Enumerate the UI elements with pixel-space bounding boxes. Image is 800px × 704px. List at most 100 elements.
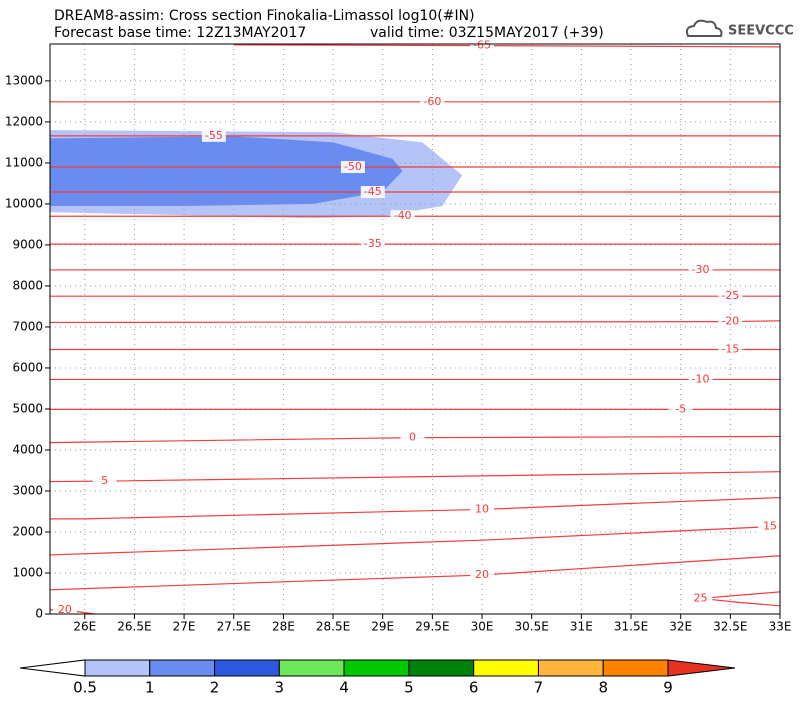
chart-title: DREAM8-assim: Cross section Finokalia-Li…	[54, 8, 475, 24]
contour-label-bg	[718, 343, 743, 356]
y-tick-label: 13000	[5, 73, 43, 87]
contour-label: -25	[721, 289, 739, 302]
colorbar-under	[19, 659, 86, 677]
contour-label-bg	[758, 520, 783, 533]
logo-icon	[685, 19, 723, 37]
contour-label-bg	[201, 129, 226, 142]
y-tick-label: 3000	[12, 483, 43, 497]
contour-label: 10	[475, 502, 489, 515]
contour-label-bg	[470, 39, 495, 52]
colorbar-label: 1	[145, 679, 155, 697]
contour-label: 15	[763, 520, 777, 533]
contour-label: -15	[721, 343, 739, 356]
colorbar-label: 6	[469, 679, 479, 697]
colorbar-segment	[343, 659, 410, 677]
x-tick-label: 26E	[73, 620, 96, 634]
contour-label-bg	[470, 569, 495, 582]
contour-label: 25	[694, 591, 708, 604]
contour-label: -55	[205, 129, 223, 142]
contour-label: -50	[344, 160, 362, 173]
contour-label: -30	[692, 263, 710, 276]
x-tick-label: 32.5E	[713, 620, 747, 634]
logo: SEEVCCC	[728, 24, 794, 39]
colorbar-segment	[84, 659, 151, 677]
contour-label-bg	[52, 603, 77, 616]
contour-line	[49, 526, 780, 556]
colorbar-segment	[408, 659, 475, 677]
x-tick-label: 27.5E	[217, 620, 251, 634]
colorbar-label: 5	[404, 679, 414, 697]
y-tick-label: 1000	[12, 565, 43, 579]
x-tick-label: 28E	[272, 620, 295, 634]
y-tick-label: 4000	[12, 442, 43, 456]
contour-label-bg	[420, 95, 445, 108]
subtitle: Forecast base time: 12Z13MAY2017	[54, 25, 306, 41]
contour-label: -65	[473, 39, 491, 52]
y-tick-label: 7000	[12, 319, 43, 333]
x-tick-label: 30E	[471, 620, 494, 634]
contour-label-bg	[390, 210, 415, 223]
contour-label: -45	[364, 185, 382, 198]
colorbar-label: 9	[663, 679, 673, 697]
x-tick-label: 29E	[371, 620, 394, 634]
contour-label-bg	[718, 290, 743, 303]
y-tick-label: 0	[35, 607, 43, 621]
y-tick-label: 9000	[12, 237, 43, 251]
contour-label: -20	[721, 315, 739, 328]
contour-line	[50, 496, 781, 520]
contour-label-bg	[470, 503, 495, 516]
contour-label-bg	[688, 373, 713, 386]
x-tick-label: 30.5E	[515, 620, 549, 634]
x-tick-label: 31E	[570, 620, 593, 634]
plot-frame	[49, 43, 781, 615]
y-tick-label: 12000	[5, 114, 43, 128]
contour-label-bg	[360, 186, 385, 199]
y-tick-label: 2000	[12, 524, 43, 538]
contour-label: -40	[394, 209, 412, 222]
colorbar-segment	[214, 659, 280, 677]
x-tick-label: 31.5E	[614, 620, 648, 634]
contour-label: 20	[58, 603, 72, 616]
contour-label-bg	[400, 431, 425, 444]
x-tick-label: 33E	[769, 620, 792, 634]
x-tick-label: 32E	[669, 620, 692, 634]
colorbar-label: 2	[210, 679, 220, 697]
y-tick-label: 10000	[5, 196, 43, 210]
contour-label: 0	[409, 431, 416, 444]
colorbar-segment	[473, 659, 539, 677]
y-tick-label: 6000	[12, 360, 43, 374]
x-tick-label: 28.5E	[316, 620, 350, 634]
x-tick-label: 29.5E	[415, 620, 449, 634]
contour-line	[49, 320, 781, 324]
colorbar-label: 4	[339, 679, 349, 697]
contour-label: -35	[364, 237, 382, 250]
colorbar-segment	[149, 659, 216, 677]
colorbar-segment	[278, 659, 345, 677]
contour-label-bg	[360, 238, 385, 251]
y-tick-label: 8000	[12, 278, 43, 292]
contour-label-bg	[340, 161, 365, 174]
contour-label-bg	[92, 475, 117, 488]
contour-label-bg	[688, 263, 713, 276]
y-tick-label: 11000	[5, 155, 43, 169]
colorbar-label: 3	[275, 679, 285, 697]
colorbar-label: 8	[598, 679, 608, 697]
contour-line	[233, 44, 781, 48]
colorbar-segment	[602, 659, 669, 677]
y-tick-label: 5000	[12, 401, 43, 415]
contour-label: -5	[675, 402, 686, 415]
subtitle: valid time: 03Z15MAY2017 (+39)	[370, 25, 604, 41]
x-tick-label: 26.5E	[117, 620, 151, 634]
filled-region	[50, 136, 403, 206]
contour-label-bg	[688, 592, 713, 605]
contour-label-bg	[718, 315, 743, 328]
contour-label: 20	[475, 568, 489, 581]
contour-label: -60	[423, 95, 441, 108]
x-tick-label: 27E	[173, 620, 196, 634]
colorbar-label: 0.5	[73, 679, 97, 697]
colorbar-over	[667, 659, 736, 677]
contour-label: -10	[692, 372, 710, 385]
colorbar-segment	[537, 659, 604, 677]
colorbar-label: 7	[534, 679, 544, 697]
